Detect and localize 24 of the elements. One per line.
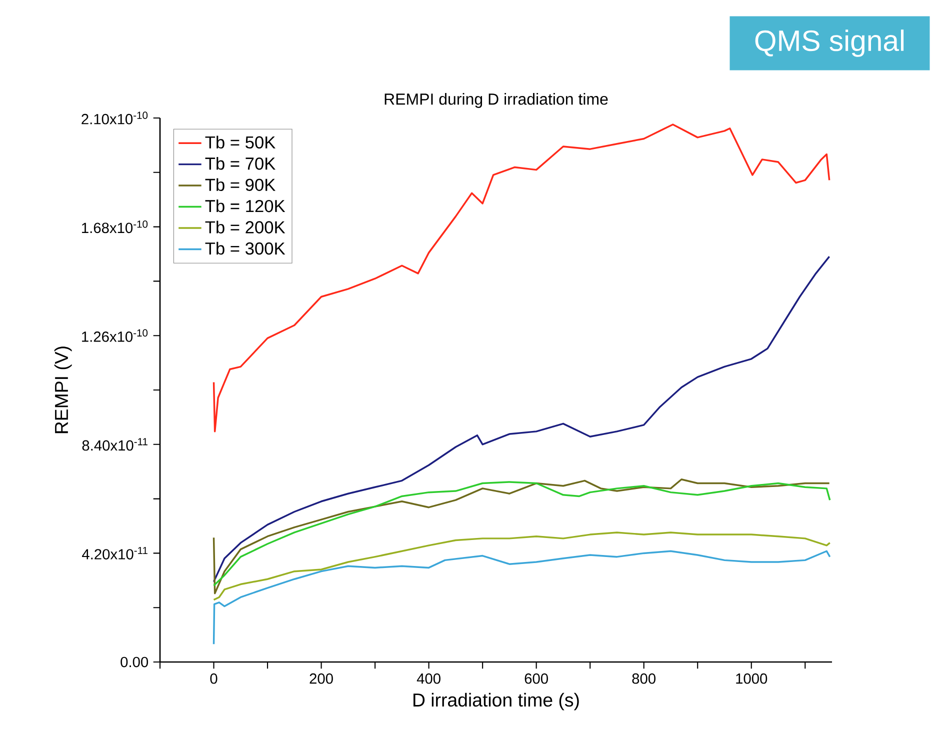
- x-tick-label: 600: [524, 673, 548, 684]
- legend-label: Tb = 90K: [205, 178, 276, 191]
- y-tick-label: 0.00: [120, 656, 148, 668]
- legend-label: Tb = 50K: [205, 136, 276, 149]
- legend-label: Tb = 200K: [205, 220, 286, 234]
- legend-label: Tb = 300K: [205, 242, 286, 255]
- y-tick-label: 2.10x10$^{-10}$: [82, 112, 148, 124]
- x-tick-label: 0: [210, 673, 218, 684]
- legend-label: Tb = 120K: [205, 199, 286, 212]
- y-tick-label: 1.68x10$^{-10}$: [82, 220, 148, 234]
- y-tick-label: 1.26x10$^{-10}$: [82, 329, 148, 342]
- x-tick-label: 1000: [736, 673, 768, 684]
- line-series: [212, 256, 830, 583]
- x-axis-title: D irradiation time (s): [414, 692, 579, 710]
- legend-label: Tb = 70K: [205, 157, 276, 170]
- line-series: [212, 550, 831, 645]
- y-tick-label: 8.40x10$^{-11}$: [82, 438, 148, 451]
- x-tick-label: 400: [416, 673, 440, 684]
- chart-title: REMPI during D irradiation time: [384, 93, 608, 108]
- y-axis-title: REMPI (V): [54, 346, 72, 434]
- x-tick-label: 800: [632, 673, 656, 684]
- text: QMS signal: [755, 30, 904, 57]
- y-tick-label: 4.20x10$^{-11}$: [82, 546, 148, 560]
- x-tick-label: 200: [310, 673, 333, 684]
